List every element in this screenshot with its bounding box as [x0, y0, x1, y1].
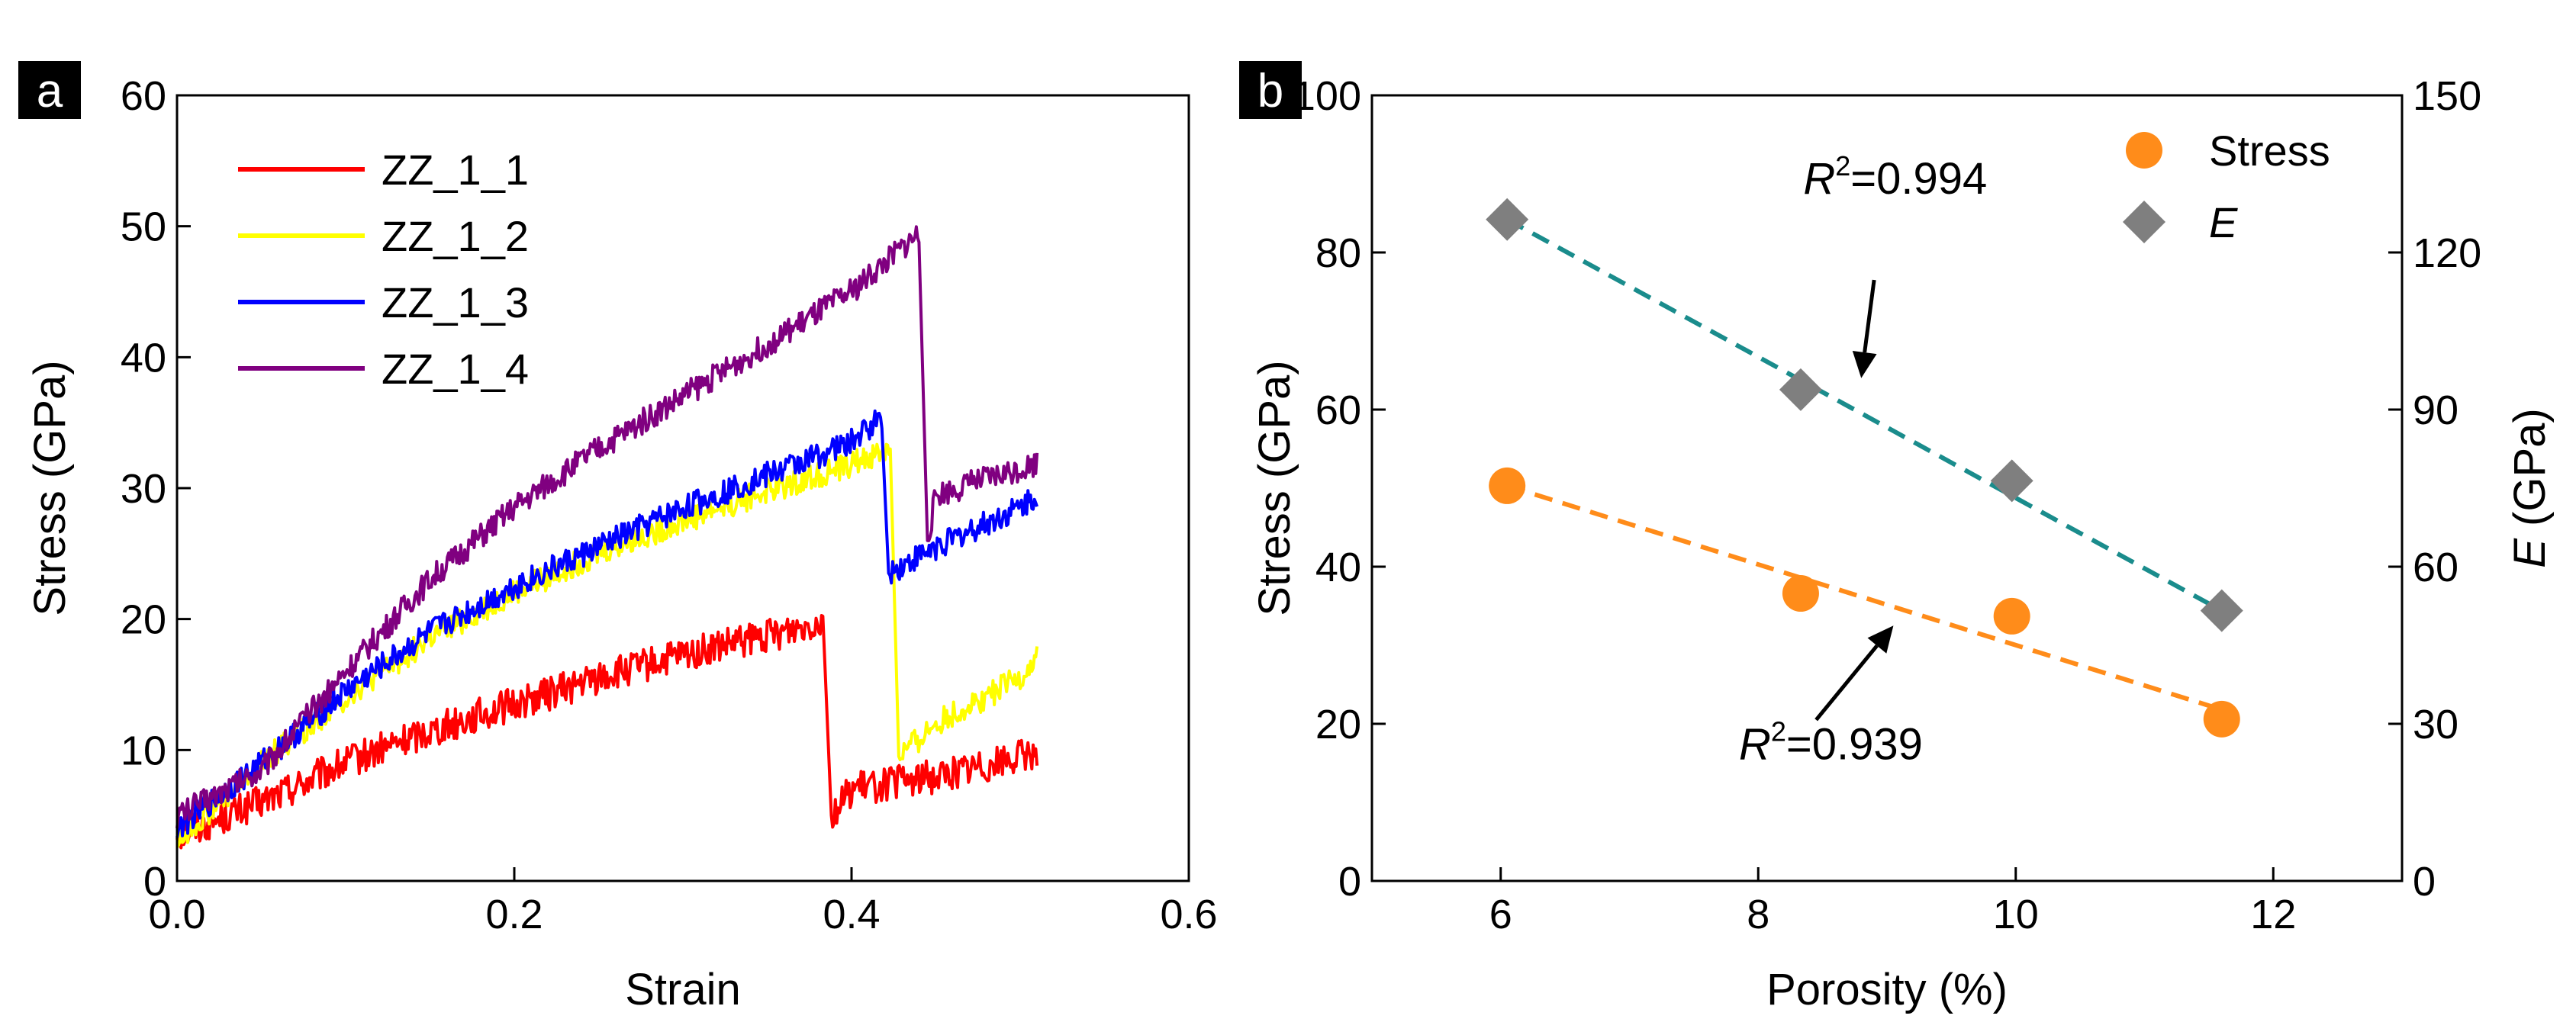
panel-a-x-axis-title: Strain	[625, 965, 741, 1014]
legend-marker-e	[2123, 201, 2165, 243]
panel-b-y-tick-label: 100	[1293, 73, 1361, 119]
panel-a-y-tick-label: 40	[121, 335, 166, 381]
r-squared-exponent: 2	[1771, 715, 1786, 747]
panel-b-y-tick-label: 60	[1315, 387, 1361, 433]
panel-a-y-tick-label: 60	[121, 73, 166, 119]
panel-a-x-tick-label: 0.4	[823, 892, 880, 937]
panel-b-y2-axis-symbol: E	[2505, 538, 2555, 568]
data-point-stress	[1782, 575, 1819, 612]
panel-b-fit-lines	[1505, 217, 2223, 712]
legend-label-stress: Stress	[2209, 127, 2330, 175]
panel-a-y-ticks: 0 10 20 30 40 50 60	[121, 73, 191, 905]
series-line-zz-1-4	[175, 225, 1039, 829]
panel-b-tag	[1239, 61, 1302, 119]
fit-line-e	[1505, 217, 2223, 613]
series-line-zz-1-2	[175, 442, 1039, 849]
panel-a-y-axis-title: Stress (GPa)	[25, 360, 75, 616]
legend-label-e: E	[2209, 198, 2238, 246]
panel-b-y2-tick-label: 60	[2413, 545, 2458, 590]
legend-marker-stress	[2126, 132, 2162, 169]
panel-a-tag-label: a	[37, 65, 63, 117]
r-squared-label: R2=0.939	[1739, 715, 1923, 769]
data-point-e	[1486, 198, 1529, 241]
panel-b-y2-ticks: 0 30 60 90 120 150	[2388, 73, 2481, 905]
annotation-arrow-head	[1852, 351, 1877, 378]
r-squared-exponent: 2	[1835, 150, 1850, 182]
panel-a-y-tick-label: 20	[121, 597, 166, 643]
panel-b-x-axis-title: Porosity (%)	[1766, 965, 2008, 1014]
panel-b: b 6 8 10 12 0 20 40 60 80 100 0 30 60 90 120 150 Poro…	[1239, 61, 2555, 1014]
panel-b-y2-tick-label: 30	[2413, 702, 2458, 747]
panel-b-x-tick-label: 8	[1747, 892, 1769, 937]
legend-label-zz-1-3: ZZ_1_3	[382, 278, 529, 326]
panel-b-y2-tick-label: 120	[2413, 230, 2481, 276]
panel-b-x-tick-label: 6	[1489, 892, 1512, 937]
panel-a-series-group	[175, 225, 1039, 850]
panel-a-x-ticks: 0.0 0.2 0.4 0.6	[148, 867, 1218, 937]
r-squared-value: =0.994	[1850, 154, 1987, 204]
data-point-stress	[1489, 467, 1526, 504]
panel-a-y-tick-label: 30	[121, 466, 166, 512]
panel-a-y-tick-label: 10	[121, 728, 166, 773]
legend-label-zz-1-1: ZZ_1_1	[382, 146, 529, 194]
panel-b-x-tick-label: 10	[1993, 892, 2039, 937]
panel-a-y-tick-label: 0	[143, 859, 166, 905]
panel-b-data-points	[1486, 198, 2243, 738]
r-squared-symbol: R	[1803, 154, 1835, 204]
fit-line-stress	[1506, 484, 2223, 712]
panel-a-x-tick-label: 0.6	[1160, 892, 1217, 937]
panel-b-y2-tick-label: 90	[2413, 387, 2458, 433]
panel-b-y2-tick-label: 150	[2413, 73, 2481, 119]
data-point-e	[1990, 459, 2033, 503]
panel-b-y2-tick-label: 0	[2413, 859, 2436, 905]
panel-a: a 0.0 0.2 0.4 0.6 0 10 20 30 40 50 60 Strain Stre…	[18, 61, 1218, 1014]
data-point-stress	[1993, 597, 2030, 635]
panel-b-tag-label: b	[1257, 65, 1283, 117]
panel-b-y2-axis-unit: (GPa)	[2505, 408, 2555, 538]
data-point-e	[2200, 589, 2243, 632]
panel-b-y-axis-title: Stress (GPa)	[1250, 360, 1299, 616]
data-point-e	[1779, 368, 1822, 411]
panel-a-tag	[18, 61, 81, 119]
annotation-arrow-shaft	[1863, 279, 1876, 353]
data-point-stress	[2203, 700, 2240, 738]
panel-b-y-ticks: 0 20 40 60 80 100	[1293, 73, 1386, 905]
panel-a-x-tick-label: 0.0	[148, 892, 205, 937]
panel-a-y-tick-label: 50	[121, 204, 166, 250]
r-squared-label: R2=0.994	[1803, 150, 1987, 204]
annotation-arrow-head	[1867, 625, 1894, 654]
panel-b-legend: Stress E	[2123, 127, 2330, 246]
panel-a-x-tick-label: 0.2	[485, 892, 543, 937]
panel-a-legend: ZZ_1_1 ZZ_1_2 ZZ_1_3 ZZ_1_4	[238, 146, 529, 393]
series-line-zz-1-1	[175, 614, 1039, 850]
panel-b-y2-axis-title: E (GPa)	[2505, 408, 2555, 568]
panel-b-y-tick-label: 40	[1315, 545, 1361, 590]
panel-b-x-tick-label: 12	[2250, 892, 2296, 937]
r-squared-value: =0.939	[1786, 719, 1923, 769]
panel-b-x-ticks: 6 8 10 12	[1489, 867, 2296, 937]
legend-label-zz-1-2: ZZ_1_2	[382, 212, 529, 260]
panel-b-y-tick-label: 80	[1315, 230, 1361, 276]
panel-b-frame	[1370, 94, 2404, 882]
annotation-arrow-shaft	[1814, 644, 1879, 722]
panel-b-y-tick-label: 20	[1315, 702, 1361, 747]
panel-b-y-tick-label: 0	[1338, 859, 1361, 905]
r-squared-symbol: R	[1739, 719, 1771, 769]
legend-label-zz-1-4: ZZ_1_4	[382, 345, 529, 393]
